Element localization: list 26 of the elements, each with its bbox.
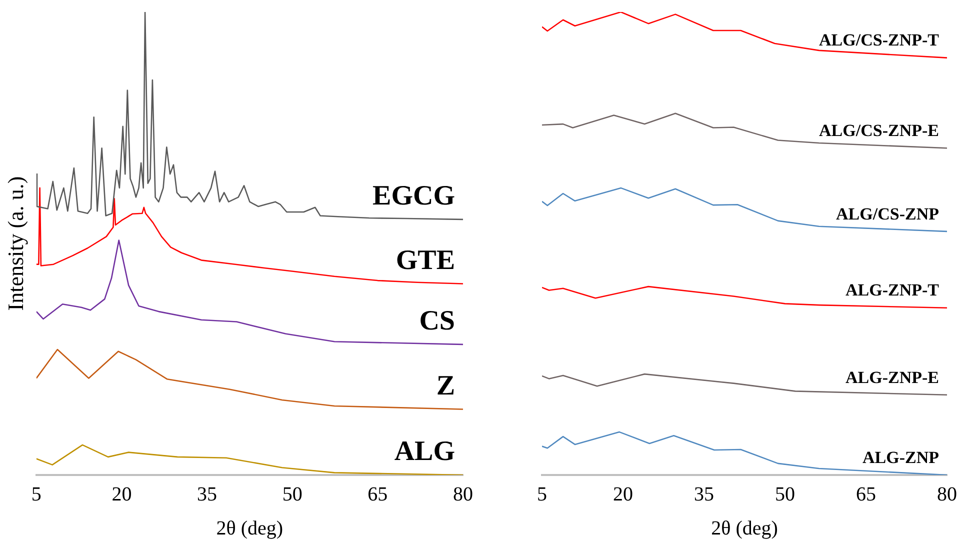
x-tick-label: 80 — [937, 483, 957, 506]
series-label: ALG-ZNP — [862, 448, 939, 467]
x-tick-label: 65 — [856, 483, 876, 506]
series-label: ALG — [394, 436, 456, 468]
x-tick-label: 20 — [613, 483, 633, 506]
x-axis-title: 2θ (deg) — [711, 517, 778, 540]
series-label: CS — [419, 306, 455, 337]
series-label: ALG/CS-ZNP — [836, 204, 939, 224]
x-tick-label: 35 — [197, 483, 218, 506]
series-label: ALG-ZNP-E — [846, 368, 939, 387]
x-tick-label: 80 — [453, 483, 473, 506]
x-tick-label: 35 — [694, 483, 714, 506]
series-label: ALG-ZNP-T — [846, 280, 940, 300]
series-label: ALG/CS-ZNP-T — [819, 30, 940, 50]
series-label: Z — [436, 370, 455, 402]
x-tick-label: 50 — [775, 483, 795, 506]
x-tick-label: 20 — [112, 483, 132, 506]
y-axis-title: Intensity (a. u.) — [2, 176, 28, 311]
series-label: EGCG — [372, 180, 456, 212]
x-tick-label: 65 — [368, 483, 388, 506]
x-tick-label: 5 — [537, 483, 547, 506]
x-tick-label: 50 — [282, 483, 302, 506]
x-axis-title: 2θ (deg) — [216, 517, 284, 540]
x-tick-label: 5 — [31, 483, 42, 506]
series-label: ALG/CS-ZNP-E — [819, 121, 939, 140]
series-label: GTE — [396, 245, 455, 276]
